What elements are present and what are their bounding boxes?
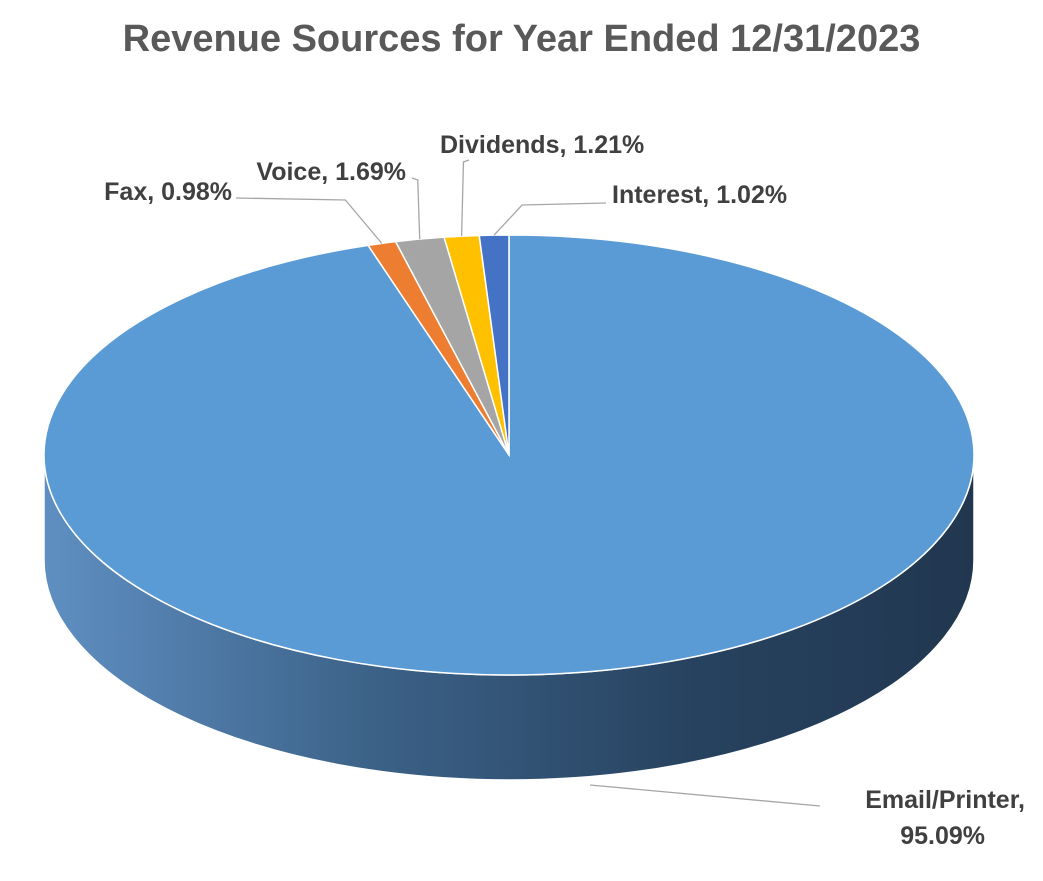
pie-slice-5 bbox=[478, 234, 510, 456]
slice-label-1: Email/Printer, 95.09% bbox=[865, 786, 1025, 850]
slice-label-4: Dividends, 1.21% bbox=[440, 131, 644, 159]
leader-line-5 bbox=[493, 202, 607, 236]
chart-title: Revenue Sources for Year Ended 12/31/202… bbox=[122, 18, 921, 60]
leader-line-4 bbox=[460, 159, 470, 237]
leader-line-2 bbox=[235, 197, 383, 244]
slice-label-2: Fax, 0.98% bbox=[104, 178, 232, 206]
slice-label-3: Voice, 1.69% bbox=[256, 158, 406, 186]
leader-line-3 bbox=[411, 177, 421, 240]
slice-label-5: Interest, 1.02% bbox=[612, 181, 787, 209]
leader-line-1 bbox=[589, 784, 821, 807]
